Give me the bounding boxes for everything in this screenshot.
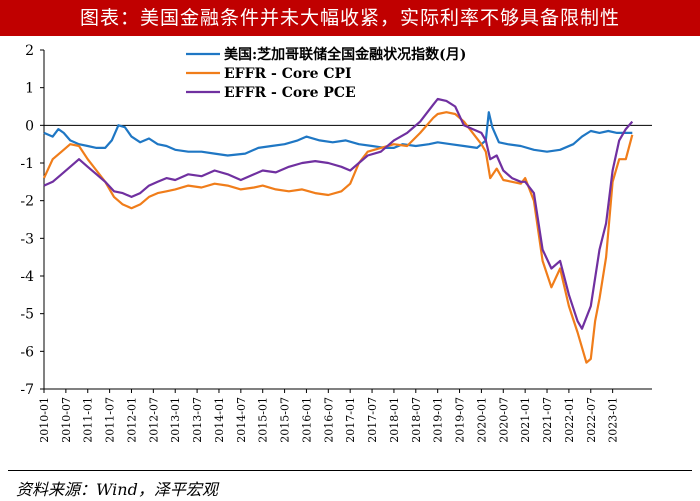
x-tick-label: 2022-01 — [563, 397, 576, 443]
x-tick-label: 2016-07 — [322, 397, 335, 443]
legend-label-1: 美国:芝加哥联储全国金融状况指数(月) — [224, 46, 466, 63]
x-tick-label: 2015-07 — [279, 397, 292, 443]
y-tick-label: -3 — [20, 231, 34, 247]
y-tick-label: -6 — [20, 344, 34, 360]
x-tick-label: 2018-07 — [410, 397, 423, 443]
x-tick-label: 2021-07 — [541, 397, 554, 443]
series-line-1 — [43, 111, 633, 157]
y-tick-label: -2 — [20, 194, 34, 210]
x-tick-label: 2022-07 — [585, 397, 598, 443]
y-tick-label: 1 — [25, 81, 34, 97]
x-tick-label: 2010-07 — [60, 397, 73, 443]
x-tick-label: 2019-07 — [454, 397, 467, 443]
x-tick-label: 2010-01 — [38, 397, 51, 443]
x-tick-label: 2012-07 — [147, 397, 160, 443]
x-tick-label: 2016-01 — [300, 397, 313, 443]
x-tick-label: 2023-01 — [607, 397, 620, 443]
y-tick-label: -1 — [20, 156, 34, 172]
source-note: 资料来源：Wind，泽平宏观 — [16, 480, 218, 499]
x-tick-label: 2020-01 — [475, 397, 488, 443]
x-tick-label: 2018-01 — [388, 397, 401, 443]
series-line-3 — [43, 97, 634, 330]
chart-legend: 美国:芝加哥联储全国金融状况指数(月) EFFR - Core CPI EFFR -… — [186, 46, 466, 101]
x-tick-label: 2019-01 — [432, 397, 445, 443]
chart-axes: 2 1 0 -1 -2 -3 -4 -5 -6 -7 2010-01 2010-07 2011-01 20… — [20, 43, 652, 443]
y-tick-label: -4 — [20, 269, 34, 285]
chart-lines — [43, 97, 634, 364]
chart-title: 图表：美国金融条件并未大幅收紧，实际利率不够具备限制性 — [0, 0, 700, 36]
series-line-2 — [43, 111, 634, 364]
x-tick-label: 2011-01 — [82, 397, 95, 443]
x-tick-label: 2015-01 — [257, 397, 270, 443]
x-tick-label: 2011-07 — [104, 397, 117, 443]
legend-label-2: EFFR - Core CPI — [224, 66, 352, 82]
x-tick-label: 2013-01 — [169, 397, 182, 443]
x-tick-label: 2020-07 — [497, 397, 510, 443]
line-chart: 2 1 0 -1 -2 -3 -4 -5 -6 -7 2010-01 2010-07 2011-01 20… — [20, 43, 652, 443]
y-tick-label: -5 — [20, 307, 34, 323]
x-tick-label: 2014-07 — [235, 397, 248, 443]
x-tick-label: 2013-07 — [191, 397, 204, 443]
x-tick-label: 2021-01 — [519, 397, 532, 443]
y-tick-label: 2 — [25, 43, 34, 59]
y-tick-label: 0 — [25, 118, 34, 134]
x-tick-label: 2012-01 — [125, 397, 138, 443]
legend-label-3: EFFR - Core PCE — [224, 85, 356, 101]
x-tick-label: 2017-07 — [366, 397, 379, 443]
footer-divider — [8, 470, 692, 471]
y-tick-label: -7 — [20, 382, 34, 398]
x-tick-label: 2017-01 — [344, 397, 357, 443]
x-tick-label: 2014-01 — [213, 397, 226, 443]
